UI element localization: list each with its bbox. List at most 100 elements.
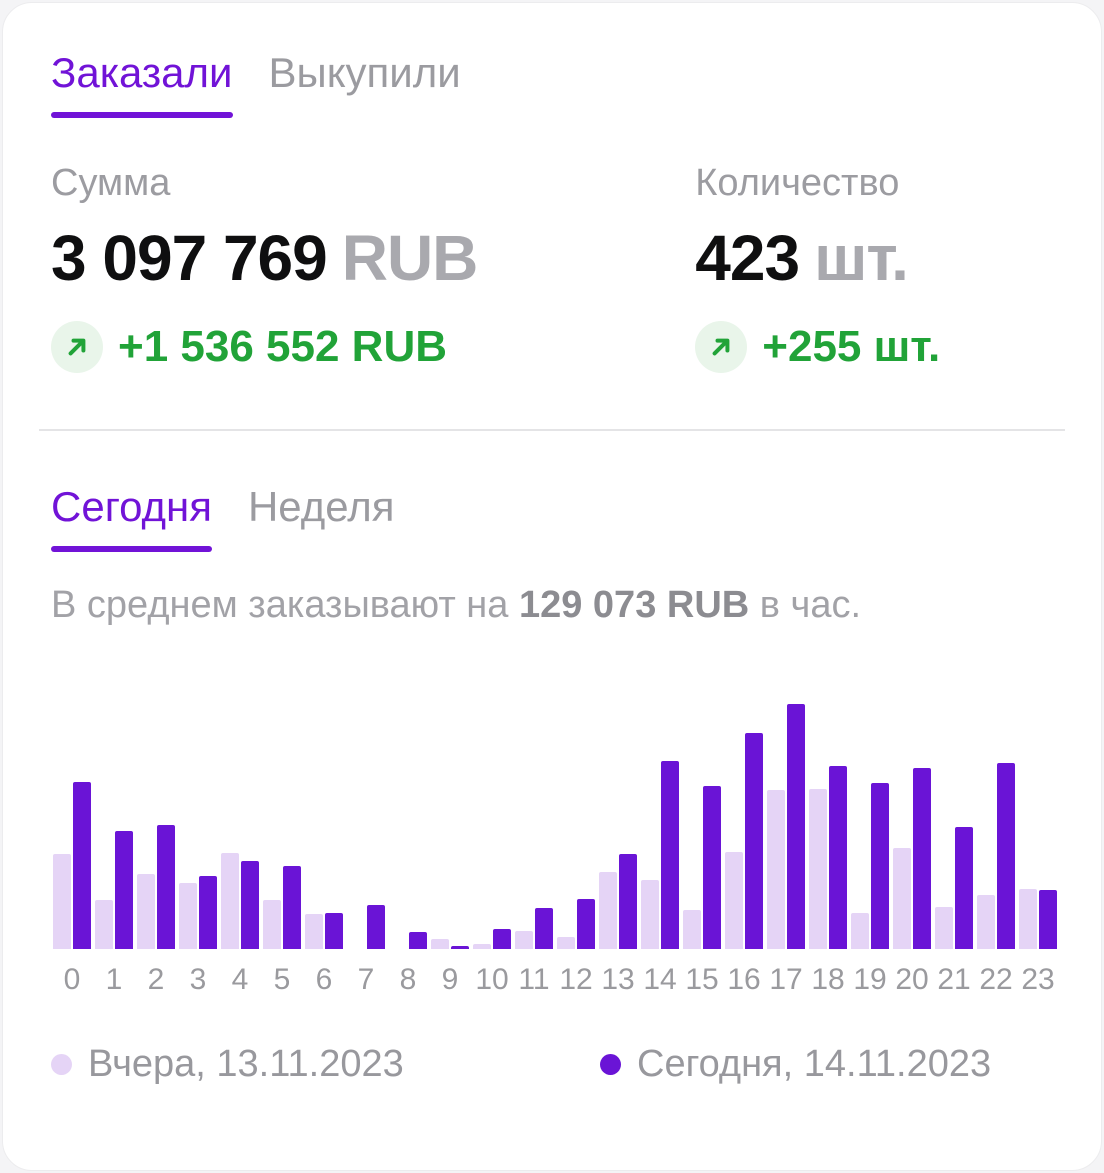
tab-ordered[interactable]: Заказали <box>41 49 243 118</box>
bar-today-hour-22[interactable] <box>997 763 1015 949</box>
x-axis-label: 15 <box>685 963 719 996</box>
stat-quantity: Количество 423 шт. +255 шт. <box>695 162 1053 373</box>
x-axis-label: 12 <box>559 963 593 996</box>
bar-yesterday-hour-1[interactable] <box>95 900 113 949</box>
bar-today-hour-10[interactable] <box>493 929 511 949</box>
legend-item-yesterday: Вчера, 13.11.2023 <box>51 1043 552 1086</box>
x-axis-label: 9 <box>441 963 459 996</box>
bar-yesterday-hour-11[interactable] <box>515 931 533 949</box>
chart-hour-group: 6 <box>303 669 345 997</box>
bar-yesterday-hour-16[interactable] <box>725 852 743 949</box>
x-axis-label: 18 <box>811 963 845 996</box>
bar-today-hour-21[interactable] <box>955 827 973 949</box>
arrow-up-right-icon <box>695 321 748 373</box>
bar-today-hour-11[interactable] <box>535 908 553 949</box>
chart-legend: Вчера, 13.11.2023 Сегодня, 14.11.2023 <box>51 1043 1053 1086</box>
bar-yesterday-hour-20[interactable] <box>893 848 911 949</box>
bar-yesterday-hour-0[interactable] <box>53 854 71 949</box>
chart-hour-group: 18 <box>807 669 849 997</box>
bar-today-hour-15[interactable] <box>703 786 721 949</box>
bar-today-hour-14[interactable] <box>661 761 679 949</box>
stats-row: Сумма 3 097 769 RUB +1 536 552 RUB Колич… <box>51 162 1053 373</box>
bar-today-hour-1[interactable] <box>115 831 133 949</box>
chart-hour-group: 4 <box>219 669 261 997</box>
bar-today-hour-8[interactable] <box>409 932 427 949</box>
tab-today[interactable]: Сегодня <box>41 483 222 552</box>
tab-today-label: Сегодня <box>51 483 212 530</box>
bar-today-hour-16[interactable] <box>745 733 763 949</box>
bar-today-hour-12[interactable] <box>577 899 595 949</box>
stat-quantity-label: Количество <box>695 162 900 204</box>
stat-sum-label: Сумма <box>51 162 171 204</box>
chart-hour-group: 8 <box>387 669 429 997</box>
bar-yesterday-hour-17[interactable] <box>767 790 785 949</box>
x-axis-label: 16 <box>727 963 761 996</box>
bar-yesterday-hour-15[interactable] <box>683 910 701 949</box>
bar-today-hour-13[interactable] <box>619 854 637 949</box>
bar-yesterday-hour-18[interactable] <box>809 789 827 949</box>
bar-today-hour-2[interactable] <box>157 825 175 949</box>
bar-today-hour-0[interactable] <box>73 782 91 949</box>
tab-week-label: Неделя <box>247 483 395 530</box>
stat-sum: Сумма 3 097 769 RUB +1 536 552 RUB <box>51 162 695 373</box>
x-axis-label: 17 <box>769 963 803 996</box>
bar-yesterday-hour-23[interactable] <box>1019 889 1037 949</box>
bar-yesterday-hour-3[interactable] <box>179 883 197 949</box>
tab-ordered-label: Заказали <box>51 49 233 96</box>
bar-yesterday-hour-6[interactable] <box>305 914 323 949</box>
bar-today-hour-6[interactable] <box>325 913 343 949</box>
bar-yesterday-hour-22[interactable] <box>977 895 995 949</box>
bar-yesterday-hour-14[interactable] <box>641 880 659 949</box>
bar-today-hour-23[interactable] <box>1039 890 1057 949</box>
tab-week[interactable]: Неделя <box>238 483 405 552</box>
x-axis-label: 4 <box>231 963 249 996</box>
tab-purchased[interactable]: Выкупили <box>259 49 471 118</box>
bar-yesterday-hour-13[interactable] <box>599 872 617 949</box>
legend-yesterday-label: Вчера, 13.11.2023 <box>88 1043 404 1085</box>
period-tabs: Сегодня Неделя <box>51 483 1053 552</box>
yesterday-dot-icon <box>51 1054 72 1075</box>
bar-today-hour-9[interactable] <box>451 946 469 949</box>
x-axis-label: 6 <box>315 963 333 996</box>
x-axis-label: 22 <box>979 963 1013 996</box>
x-axis-label: 19 <box>853 963 887 996</box>
bar-yesterday-hour-10[interactable] <box>473 944 491 949</box>
x-axis-label: 10 <box>475 963 509 996</box>
x-axis-label: 14 <box>643 963 677 996</box>
bar-yesterday-hour-4[interactable] <box>221 853 239 949</box>
chart-hour-group: 13 <box>597 669 639 997</box>
stat-quantity-delta-text: +255 шт. <box>762 322 941 371</box>
stat-sum-number: 3 097 769 <box>51 222 328 294</box>
legend-item-today: Сегодня, 14.11.2023 <box>552 1043 1053 1086</box>
chart-hour-group: 16 <box>723 669 765 997</box>
bar-today-hour-7[interactable] <box>367 905 385 949</box>
average-value: 129 073 RUB <box>518 584 750 626</box>
chart-hour-group: 3 <box>177 669 219 997</box>
bar-yesterday-hour-9[interactable] <box>431 939 449 949</box>
average-per-hour-text: В среднем заказывают на 129 073 RUB в ча… <box>51 584 862 626</box>
stat-sum-delta-text: +1 536 552 RUB <box>118 322 447 371</box>
bar-today-hour-18[interactable] <box>829 766 847 949</box>
x-axis-label: 1 <box>105 963 123 996</box>
x-axis-label: 5 <box>273 963 291 996</box>
chart-hour-group: 23 <box>1017 669 1059 997</box>
x-axis-label: 21 <box>937 963 971 996</box>
bar-yesterday-hour-21[interactable] <box>935 907 953 949</box>
stat-sum-value: 3 097 769 RUB <box>51 221 695 295</box>
bar-yesterday-hour-5[interactable] <box>263 900 281 949</box>
chart-hour-group: 22 <box>975 669 1017 997</box>
bar-today-hour-17[interactable] <box>787 704 805 949</box>
bar-today-hour-3[interactable] <box>199 876 217 949</box>
bar-today-hour-5[interactable] <box>283 866 301 949</box>
chart-hour-group: 0 <box>51 669 93 997</box>
bar-yesterday-hour-19[interactable] <box>851 913 869 949</box>
chart-hour-group: 11 <box>513 669 555 997</box>
bar-today-hour-20[interactable] <box>913 768 931 949</box>
bar-today-hour-19[interactable] <box>871 783 889 949</box>
chart-hour-group: 1 <box>93 669 135 997</box>
bar-yesterday-hour-2[interactable] <box>137 874 155 949</box>
bar-yesterday-hour-12[interactable] <box>557 937 575 949</box>
bar-today-hour-4[interactable] <box>241 861 259 949</box>
metric-tabs: Заказали Выкупили <box>51 49 1053 118</box>
